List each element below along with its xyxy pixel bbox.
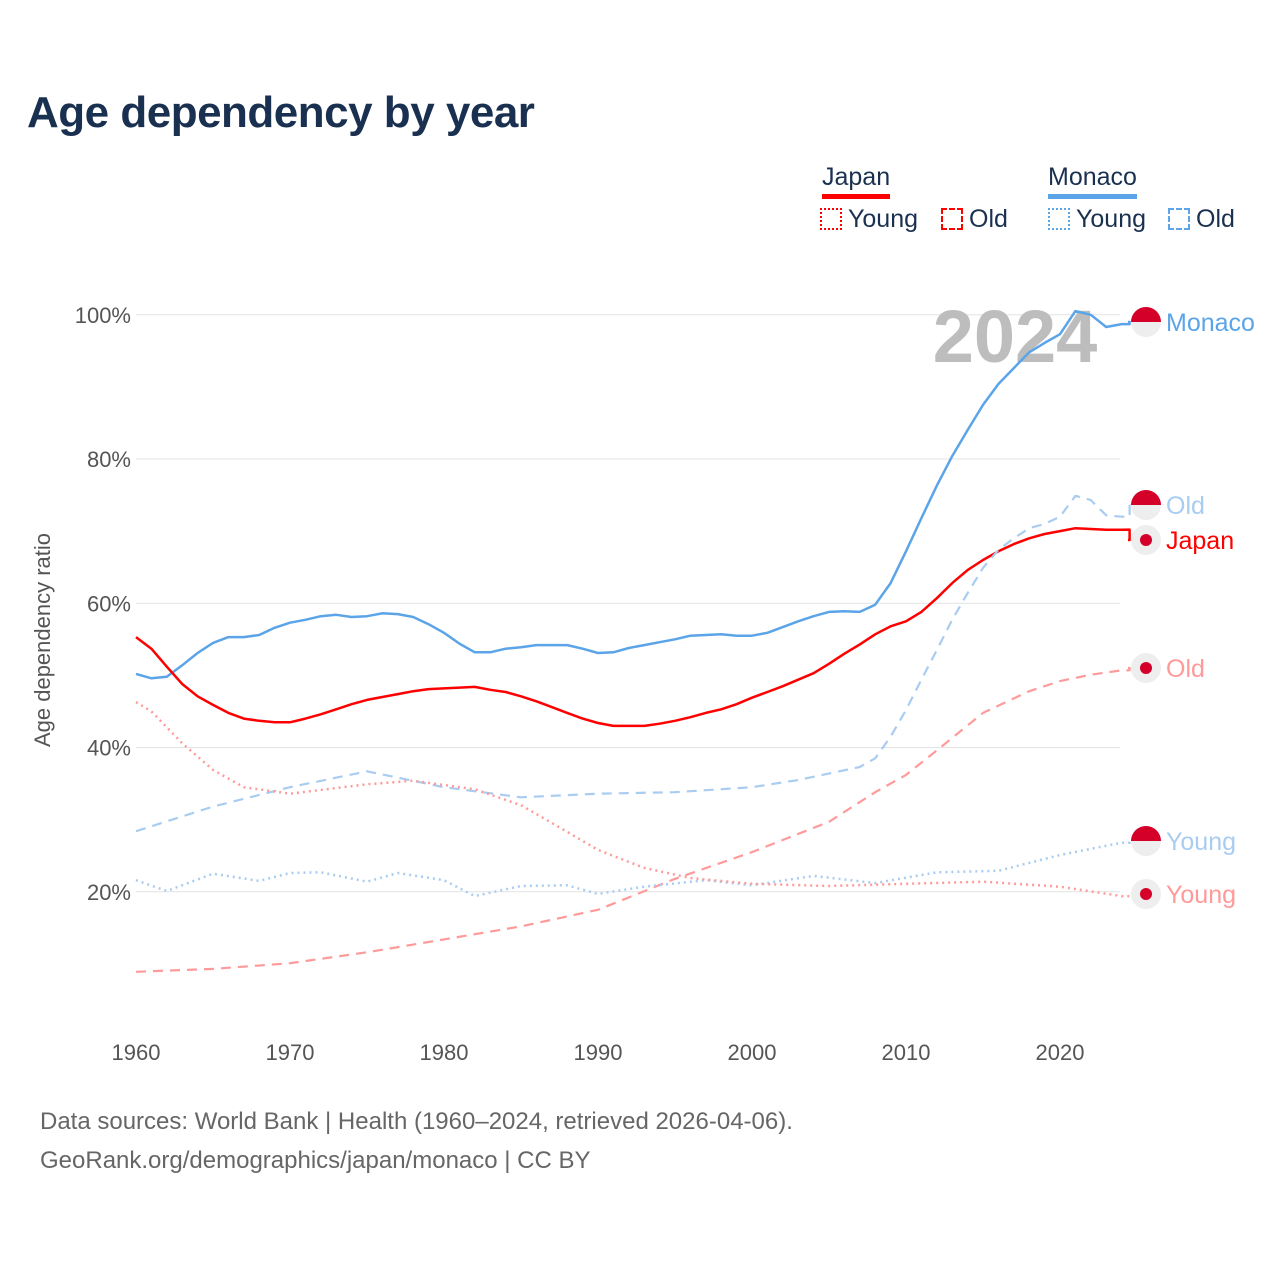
japan-flag-icon	[1131, 525, 1161, 555]
series-line-monaco-total	[135, 309, 1131, 680]
x-tick-label: 1980	[420, 1040, 469, 1065]
monaco-flag-icon	[1131, 307, 1161, 337]
monaco-flag-icon	[1131, 490, 1161, 520]
end-label-japan-total: Japan	[1166, 527, 1234, 555]
dotted-swatch-icon	[820, 208, 842, 230]
footer-link[interactable]: GeoRank.org/demographics/japan/monaco | …	[40, 1147, 591, 1174]
end-label-monaco-total: Monaco	[1166, 309, 1255, 337]
legend-monaco-text: Monaco	[1048, 163, 1137, 191]
legend-monaco-label[interactable]: Monaco	[1048, 163, 1137, 199]
legend-monaco-old-label: Old	[1196, 205, 1235, 233]
y-tick-label: 100%	[75, 303, 131, 328]
legend-japan-text: Japan	[822, 163, 891, 191]
series-line-japan-young	[135, 701, 1131, 898]
japan-flag-icon	[1131, 879, 1161, 909]
x-tick-label: 2020	[1036, 1040, 1085, 1065]
legend-monaco[interactable]: Monaco	[1048, 163, 1137, 199]
y-tick-label: 40%	[87, 736, 131, 761]
japan-flag-icon	[1131, 653, 1161, 683]
footer-sources: Data sources: World Bank | Health (1960–…	[40, 1108, 793, 1135]
page-title: Age dependency by year	[27, 88, 535, 137]
y-tick-label: 60%	[87, 591, 131, 616]
dashed-swatch-icon	[1168, 208, 1190, 230]
y-tick-label: 80%	[87, 447, 131, 472]
x-tick-label: 1960	[112, 1040, 161, 1065]
end-label-japan-old: Old	[1166, 655, 1205, 683]
x-tick-label: 2000	[728, 1040, 777, 1065]
x-tick-label: 1990	[574, 1040, 623, 1065]
legend-japan-old-label: Old	[969, 205, 1008, 233]
legend-monaco-young[interactable]: Young	[1048, 205, 1146, 234]
end-label-japan-young: Young	[1166, 881, 1236, 909]
legend-japan[interactable]: Japan	[822, 163, 891, 199]
legend-monaco-old[interactable]: Old	[1168, 205, 1235, 234]
series-line-japan-old	[135, 666, 1131, 973]
legend-monaco-bar	[1048, 194, 1137, 199]
legend-japan-young[interactable]: Young	[820, 205, 918, 234]
series-line-japan-total	[135, 526, 1131, 728]
dashed-swatch-icon	[941, 208, 963, 230]
monaco-flag-icon	[1131, 826, 1161, 856]
x-tick-label: 2010	[882, 1040, 931, 1065]
legend-japan-young-label: Young	[848, 205, 918, 233]
end-label-monaco-old: Old	[1166, 492, 1205, 520]
y-axis-label: Age dependency ratio	[30, 533, 55, 747]
legend-japan-bar	[822, 194, 891, 199]
legend-japan-label[interactable]: Japan	[822, 163, 891, 199]
dotted-swatch-icon	[1048, 208, 1070, 230]
y-tick-label: 20%	[87, 880, 131, 905]
x-tick-label: 1970	[266, 1040, 315, 1065]
year-overlay: 2024	[933, 295, 1098, 378]
series-line-monaco-young	[135, 839, 1131, 898]
legend-japan-old[interactable]: Old	[941, 205, 1008, 234]
series-line-monaco-old	[135, 494, 1131, 833]
end-label-monaco-young: Young	[1166, 828, 1236, 856]
legend-monaco-young-label: Young	[1076, 205, 1146, 233]
